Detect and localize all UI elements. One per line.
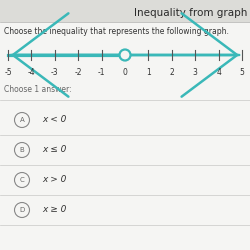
Circle shape bbox=[120, 50, 130, 60]
Text: Choose the inequality that represents the following graph.: Choose the inequality that represents th… bbox=[4, 26, 229, 36]
Text: 3: 3 bbox=[193, 68, 198, 77]
Text: C: C bbox=[20, 177, 24, 183]
Text: -1: -1 bbox=[98, 68, 105, 77]
Text: B: B bbox=[20, 147, 24, 153]
Text: x > 0: x > 0 bbox=[42, 176, 66, 184]
Text: -4: -4 bbox=[28, 68, 35, 77]
Text: 2: 2 bbox=[170, 68, 174, 77]
Text: 1: 1 bbox=[146, 68, 151, 77]
Text: -2: -2 bbox=[74, 68, 82, 77]
Text: 5: 5 bbox=[240, 68, 244, 77]
Text: x < 0: x < 0 bbox=[42, 116, 66, 124]
Text: 0: 0 bbox=[122, 68, 128, 77]
Text: Inequality from graph: Inequality from graph bbox=[134, 8, 247, 18]
Text: x ≤ 0: x ≤ 0 bbox=[42, 146, 66, 154]
Text: Choose 1 answer:: Choose 1 answer: bbox=[4, 86, 72, 94]
Text: D: D bbox=[20, 207, 24, 213]
FancyBboxPatch shape bbox=[0, 0, 250, 22]
Text: A: A bbox=[20, 117, 24, 123]
Text: x ≥ 0: x ≥ 0 bbox=[42, 206, 66, 214]
Text: 4: 4 bbox=[216, 68, 221, 77]
Text: -3: -3 bbox=[51, 68, 59, 77]
Text: -5: -5 bbox=[4, 68, 12, 77]
